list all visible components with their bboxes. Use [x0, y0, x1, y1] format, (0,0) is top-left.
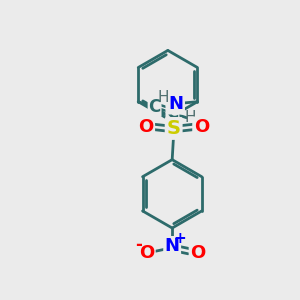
Text: C: C: [166, 104, 178, 122]
Text: +: +: [173, 231, 186, 246]
Text: O: O: [139, 244, 154, 262]
Text: C: C: [148, 98, 161, 116]
Text: N: N: [169, 95, 184, 113]
Text: O: O: [194, 118, 209, 136]
Text: H: H: [158, 90, 169, 105]
Text: O: O: [138, 118, 154, 136]
Text: O: O: [190, 244, 206, 262]
Text: N: N: [165, 237, 180, 255]
Text: H: H: [184, 110, 196, 125]
Text: S: S: [167, 119, 181, 138]
Text: -: -: [135, 236, 142, 254]
